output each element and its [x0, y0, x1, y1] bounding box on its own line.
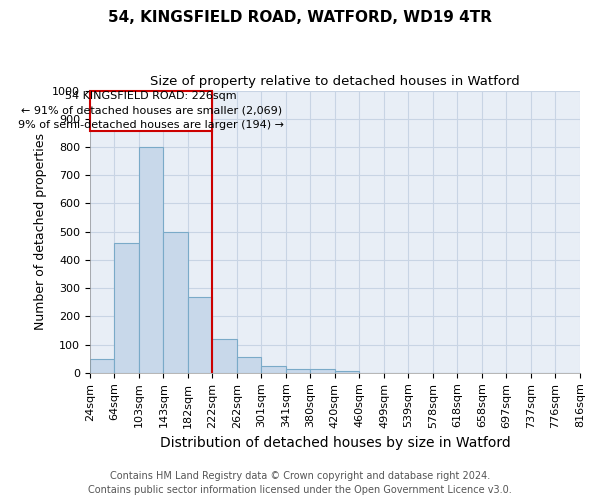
Bar — [262, 366, 286, 373]
Bar — [237, 358, 262, 373]
Title: Size of property relative to detached houses in Watford: Size of property relative to detached ho… — [150, 75, 520, 88]
Y-axis label: Number of detached properties: Number of detached properties — [34, 133, 47, 330]
Bar — [310, 370, 335, 373]
Bar — [115, 243, 139, 373]
Text: 54 KINGSFIELD ROAD: 226sqm
← 91% of detached houses are smaller (2,069)
9% of se: 54 KINGSFIELD ROAD: 226sqm ← 91% of deta… — [18, 91, 284, 130]
Bar — [90, 358, 115, 373]
Text: Contains HM Land Registry data © Crown copyright and database right 2024.
Contai: Contains HM Land Registry data © Crown c… — [88, 471, 512, 495]
Bar — [188, 296, 212, 373]
X-axis label: Distribution of detached houses by size in Watford: Distribution of detached houses by size … — [160, 436, 511, 450]
Bar — [286, 370, 310, 373]
Bar — [163, 232, 188, 373]
FancyBboxPatch shape — [90, 90, 212, 130]
Bar — [212, 339, 237, 373]
Bar — [139, 147, 163, 373]
Bar — [335, 370, 359, 373]
Text: 54, KINGSFIELD ROAD, WATFORD, WD19 4TR: 54, KINGSFIELD ROAD, WATFORD, WD19 4TR — [108, 10, 492, 25]
